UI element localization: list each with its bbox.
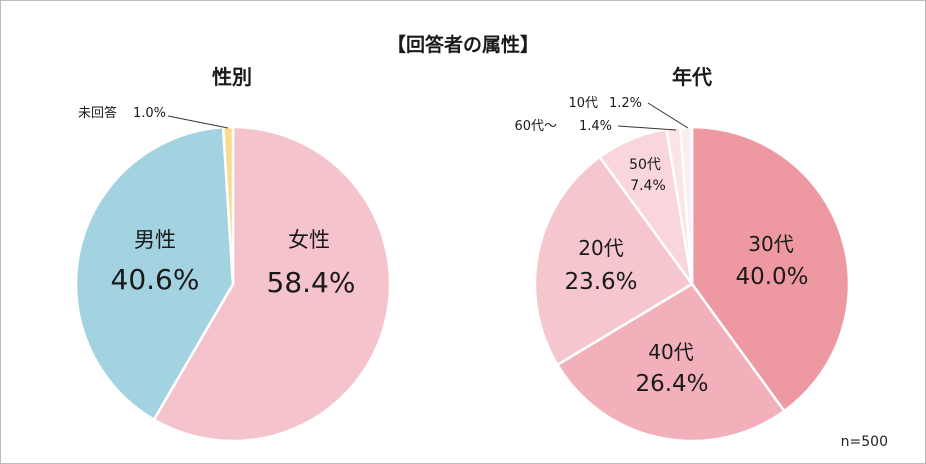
gender-pie: 女性 58.4% 男性 40.6% 未回答 1.0% bbox=[74, 105, 392, 443]
age-chart-title: 年代 bbox=[672, 65, 712, 89]
slice-name-4: 60代～ bbox=[514, 119, 557, 134]
pie-slice-0 bbox=[690, 125, 851, 413]
slice-name-1: 男性 bbox=[134, 228, 176, 252]
slice-value-0: 58.4% bbox=[267, 266, 356, 299]
slice-value-2: 1.0% bbox=[133, 106, 166, 121]
slice-value-0: 40.0% bbox=[735, 264, 808, 290]
pie-slice-1 bbox=[556, 282, 786, 443]
slice-value-5: 1.2% bbox=[609, 96, 642, 111]
leader-line-5 bbox=[647, 102, 689, 129]
slice-name-0: 30代 bbox=[748, 232, 793, 256]
slice-value-3: 7.4% bbox=[630, 178, 666, 194]
slice-value-1: 26.4% bbox=[635, 371, 708, 397]
slice-name-3: 50代 bbox=[629, 157, 661, 173]
gender-chart-title: 性別 bbox=[212, 65, 252, 89]
leader-line-4 bbox=[617, 125, 677, 131]
slice-name-5: 10代 bbox=[568, 96, 598, 111]
age-pie: 30代 40.0% 40代 26.4% 20代 23.6% 50代 7.4% 60代～ 1.4% 1… bbox=[514, 96, 851, 443]
leader-line-2 bbox=[167, 115, 229, 129]
slice-name-2: 20代 bbox=[578, 236, 623, 260]
sample-size-note: n=500 bbox=[841, 434, 888, 450]
slice-name-2: 未回答 bbox=[78, 105, 117, 121]
pie-slice-1 bbox=[74, 126, 235, 421]
slice-name-0: 女性 bbox=[288, 228, 330, 252]
pie-slice-2 bbox=[533, 155, 694, 367]
slice-value-1: 40.6% bbox=[111, 263, 200, 296]
chart-title: 【回答者の属性】 bbox=[387, 33, 539, 56]
pie-slice-0 bbox=[152, 125, 392, 443]
slice-name-1: 40代 bbox=[648, 340, 693, 364]
slice-value-2: 23.6% bbox=[564, 269, 637, 295]
slice-value-4: 1.4% bbox=[579, 119, 612, 134]
